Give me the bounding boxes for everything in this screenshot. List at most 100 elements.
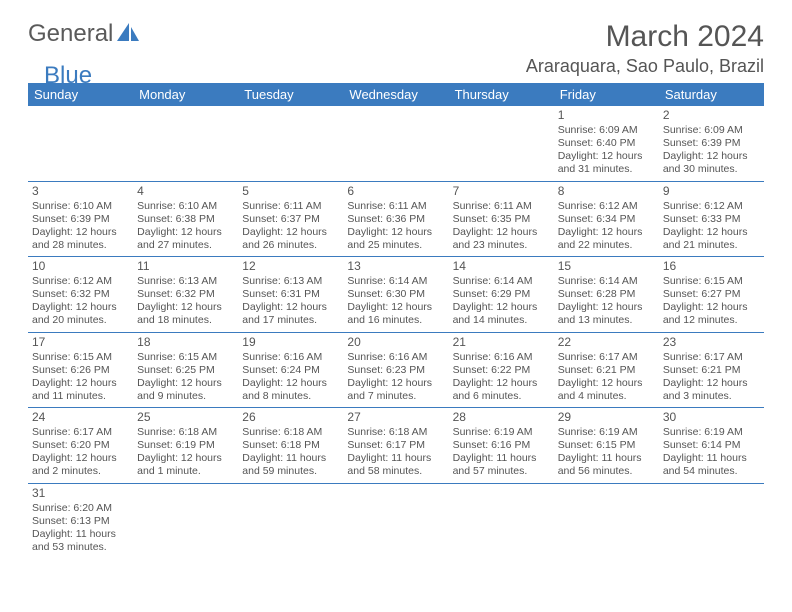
sunset-line: Sunset: 6:13 PM — [32, 515, 129, 528]
day-number: 10 — [32, 259, 129, 274]
day-cell: 24Sunrise: 6:17 AMSunset: 6:20 PMDayligh… — [28, 408, 133, 484]
title-block: March 2024 Araraquara, Sao Paulo, Brazil — [526, 20, 764, 77]
day-cell: 8Sunrise: 6:12 AMSunset: 6:34 PMDaylight… — [554, 181, 659, 257]
day-cell: 4Sunrise: 6:10 AMSunset: 6:38 PMDaylight… — [133, 181, 238, 257]
day-cell: 20Sunrise: 6:16 AMSunset: 6:23 PMDayligh… — [343, 332, 448, 408]
sunrise-line: Sunrise: 6:15 AM — [137, 351, 234, 364]
sunset-line: Sunset: 6:15 PM — [558, 439, 655, 452]
logo-text-1: General — [28, 20, 113, 48]
day-cell: 10Sunrise: 6:12 AMSunset: 6:32 PMDayligh… — [28, 257, 133, 333]
daylight-line: Daylight: 12 hours and 9 minutes. — [137, 377, 234, 403]
sunrise-line: Sunrise: 6:12 AM — [32, 275, 129, 288]
daylight-line: Daylight: 11 hours and 59 minutes. — [242, 452, 339, 478]
sunrise-line: Sunrise: 6:20 AM — [32, 502, 129, 515]
sunrise-line: Sunrise: 6:16 AM — [347, 351, 444, 364]
sunrise-line: Sunrise: 6:10 AM — [137, 200, 234, 213]
daylight-line: Daylight: 12 hours and 30 minutes. — [663, 150, 760, 176]
daylight-line: Daylight: 12 hours and 16 minutes. — [347, 301, 444, 327]
sunset-line: Sunset: 6:31 PM — [242, 288, 339, 301]
sunrise-line: Sunrise: 6:19 AM — [663, 426, 760, 439]
weekday-header: Wednesday — [343, 83, 448, 106]
daylight-line: Daylight: 11 hours and 53 minutes. — [32, 528, 129, 554]
daylight-line: Daylight: 12 hours and 20 minutes. — [32, 301, 129, 327]
empty-cell — [554, 483, 659, 558]
day-number: 28 — [453, 410, 550, 425]
sunset-line: Sunset: 6:35 PM — [453, 213, 550, 226]
day-number: 5 — [242, 184, 339, 199]
day-cell: 23Sunrise: 6:17 AMSunset: 6:21 PMDayligh… — [659, 332, 764, 408]
day-number: 11 — [137, 259, 234, 274]
day-cell: 16Sunrise: 6:15 AMSunset: 6:27 PMDayligh… — [659, 257, 764, 333]
header-bar: General March 2024 Araraquara, Sao Paulo… — [28, 20, 764, 77]
sunrise-line: Sunrise: 6:19 AM — [558, 426, 655, 439]
daylight-line: Daylight: 12 hours and 8 minutes. — [242, 377, 339, 403]
weekday-header: Tuesday — [238, 83, 343, 106]
day-cell: 13Sunrise: 6:14 AMSunset: 6:30 PMDayligh… — [343, 257, 448, 333]
sunrise-line: Sunrise: 6:12 AM — [663, 200, 760, 213]
sunrise-line: Sunrise: 6:17 AM — [558, 351, 655, 364]
sunset-line: Sunset: 6:32 PM — [137, 288, 234, 301]
daylight-line: Daylight: 12 hours and 1 minute. — [137, 452, 234, 478]
calendar-row: 24Sunrise: 6:17 AMSunset: 6:20 PMDayligh… — [28, 408, 764, 484]
day-cell: 19Sunrise: 6:16 AMSunset: 6:24 PMDayligh… — [238, 332, 343, 408]
sunset-line: Sunset: 6:28 PM — [558, 288, 655, 301]
sunrise-line: Sunrise: 6:11 AM — [347, 200, 444, 213]
empty-cell — [238, 483, 343, 558]
day-cell: 3Sunrise: 6:10 AMSunset: 6:39 PMDaylight… — [28, 181, 133, 257]
day-cell: 15Sunrise: 6:14 AMSunset: 6:28 PMDayligh… — [554, 257, 659, 333]
sunset-line: Sunset: 6:18 PM — [242, 439, 339, 452]
sunrise-line: Sunrise: 6:10 AM — [32, 200, 129, 213]
sunset-line: Sunset: 6:39 PM — [663, 137, 760, 150]
empty-cell — [659, 483, 764, 558]
calendar-row: 1Sunrise: 6:09 AMSunset: 6:40 PMDaylight… — [28, 106, 764, 181]
empty-cell — [343, 106, 448, 181]
day-number: 26 — [242, 410, 339, 425]
sunset-line: Sunset: 6:23 PM — [347, 364, 444, 377]
day-number: 17 — [32, 335, 129, 350]
day-number: 6 — [347, 184, 444, 199]
sunset-line: Sunset: 6:21 PM — [558, 364, 655, 377]
day-number: 22 — [558, 335, 655, 350]
sunset-line: Sunset: 6:32 PM — [32, 288, 129, 301]
sunrise-line: Sunrise: 6:16 AM — [242, 351, 339, 364]
day-number: 23 — [663, 335, 760, 350]
day-number: 7 — [453, 184, 550, 199]
day-cell: 14Sunrise: 6:14 AMSunset: 6:29 PMDayligh… — [449, 257, 554, 333]
day-cell: 29Sunrise: 6:19 AMSunset: 6:15 PMDayligh… — [554, 408, 659, 484]
sunrise-line: Sunrise: 6:18 AM — [137, 426, 234, 439]
day-number: 29 — [558, 410, 655, 425]
day-cell: 7Sunrise: 6:11 AMSunset: 6:35 PMDaylight… — [449, 181, 554, 257]
daylight-line: Daylight: 12 hours and 12 minutes. — [663, 301, 760, 327]
empty-cell — [133, 483, 238, 558]
sail-icon — [115, 21, 141, 43]
empty-cell — [28, 106, 133, 181]
daylight-line: Daylight: 12 hours and 13 minutes. — [558, 301, 655, 327]
empty-cell — [343, 483, 448, 558]
sunset-line: Sunset: 6:16 PM — [453, 439, 550, 452]
empty-cell — [449, 483, 554, 558]
logo: General — [28, 20, 141, 48]
day-number: 2 — [663, 108, 760, 123]
day-number: 31 — [32, 486, 129, 501]
sunrise-line: Sunrise: 6:16 AM — [453, 351, 550, 364]
sunset-line: Sunset: 6:29 PM — [453, 288, 550, 301]
calendar-row: 10Sunrise: 6:12 AMSunset: 6:32 PMDayligh… — [28, 257, 764, 333]
sunset-line: Sunset: 6:17 PM — [347, 439, 444, 452]
sunset-line: Sunset: 6:40 PM — [558, 137, 655, 150]
daylight-line: Daylight: 11 hours and 56 minutes. — [558, 452, 655, 478]
sunrise-line: Sunrise: 6:14 AM — [347, 275, 444, 288]
calendar-row: 3Sunrise: 6:10 AMSunset: 6:39 PMDaylight… — [28, 181, 764, 257]
daylight-line: Daylight: 12 hours and 28 minutes. — [32, 226, 129, 252]
daylight-line: Daylight: 12 hours and 2 minutes. — [32, 452, 129, 478]
daylight-line: Daylight: 12 hours and 14 minutes. — [453, 301, 550, 327]
day-cell: 1Sunrise: 6:09 AMSunset: 6:40 PMDaylight… — [554, 106, 659, 181]
day-number: 8 — [558, 184, 655, 199]
sunset-line: Sunset: 6:36 PM — [347, 213, 444, 226]
day-cell: 12Sunrise: 6:13 AMSunset: 6:31 PMDayligh… — [238, 257, 343, 333]
day-cell: 11Sunrise: 6:13 AMSunset: 6:32 PMDayligh… — [133, 257, 238, 333]
daylight-line: Daylight: 12 hours and 25 minutes. — [347, 226, 444, 252]
day-cell: 25Sunrise: 6:18 AMSunset: 6:19 PMDayligh… — [133, 408, 238, 484]
empty-cell — [449, 106, 554, 181]
daylight-line: Daylight: 12 hours and 11 minutes. — [32, 377, 129, 403]
day-number: 13 — [347, 259, 444, 274]
